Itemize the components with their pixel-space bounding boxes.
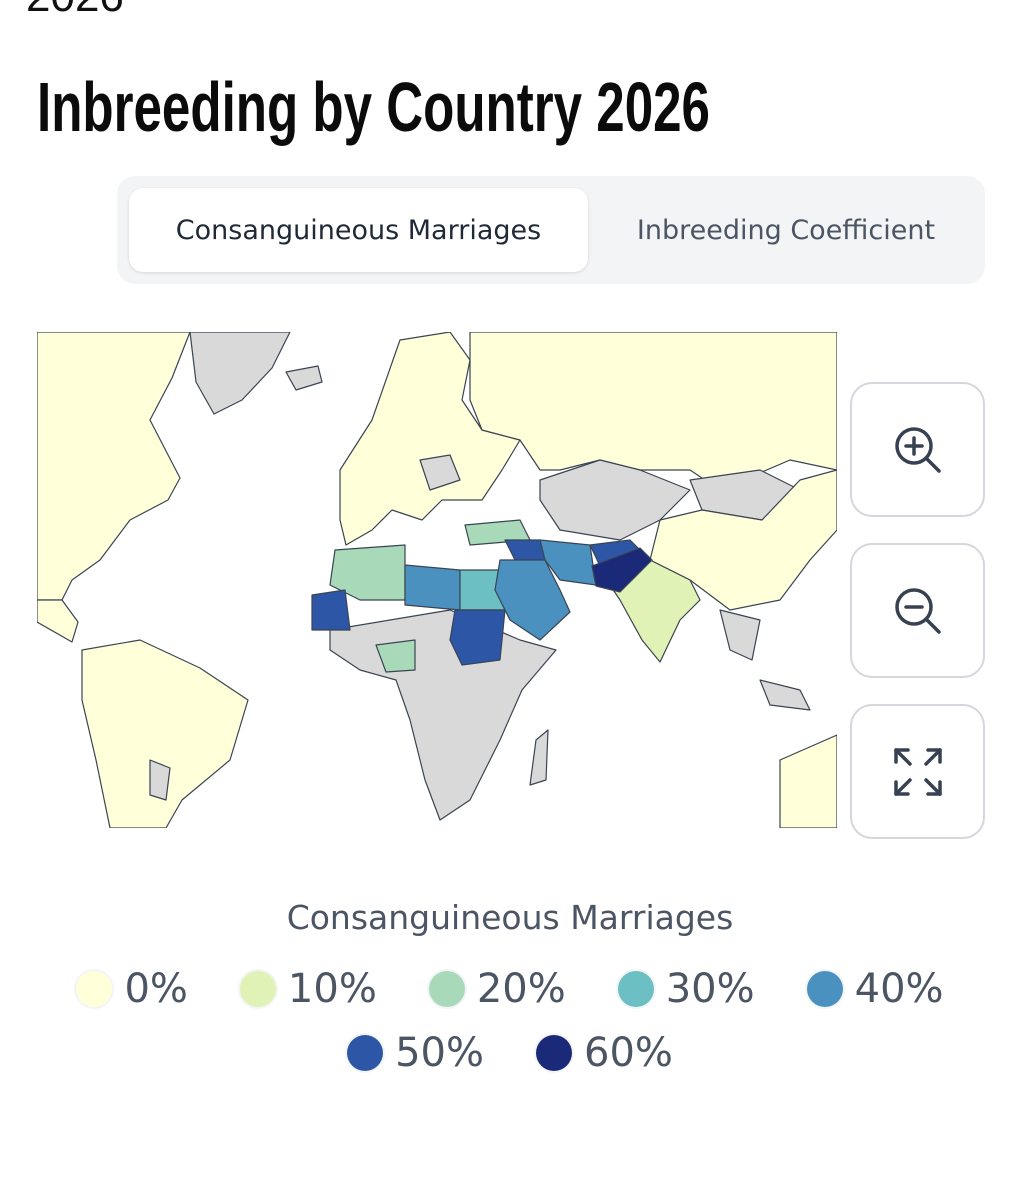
legend-swatch xyxy=(428,971,465,1007)
legend-label: 50% xyxy=(395,1030,484,1076)
legend-item: 50% xyxy=(347,1030,484,1076)
country xyxy=(339,332,521,546)
tab[interactable]: Inbreeding Coefficient xyxy=(636,214,936,246)
country xyxy=(285,365,323,391)
country xyxy=(404,564,461,611)
country xyxy=(311,589,351,631)
fullscreen-icon xyxy=(893,747,942,796)
legend-item: 10% xyxy=(239,966,377,1012)
country xyxy=(329,544,406,601)
country xyxy=(149,759,171,801)
country xyxy=(539,539,597,586)
country xyxy=(37,599,79,643)
legend-label: 60% xyxy=(584,1030,673,1076)
country xyxy=(719,609,761,661)
legend-item: 40% xyxy=(806,966,944,1012)
country xyxy=(189,332,291,415)
country xyxy=(591,547,653,593)
country xyxy=(375,639,416,673)
legend-item: 60% xyxy=(536,1030,673,1076)
legend-swatch xyxy=(806,971,843,1007)
legend-label: 40% xyxy=(854,966,944,1012)
country xyxy=(529,729,549,786)
legend-item: 20% xyxy=(428,966,566,1012)
country xyxy=(419,454,461,491)
country xyxy=(779,734,837,828)
legend-swatch xyxy=(617,971,654,1007)
legend: 0% 10% 20% 30% 40% 50% 60% xyxy=(70,966,950,1076)
legend-label: 20% xyxy=(476,966,566,1012)
legend-item: 30% xyxy=(617,966,755,1012)
legend-swatch xyxy=(536,1035,572,1071)
zoom-in-button[interactable] xyxy=(850,382,985,517)
legend-swatch xyxy=(239,971,276,1007)
zoom-out-icon xyxy=(894,587,941,634)
legend-label: 30% xyxy=(665,966,755,1012)
countries xyxy=(37,332,837,828)
legend-label: 10% xyxy=(287,966,377,1012)
country xyxy=(759,679,811,711)
country xyxy=(494,559,571,641)
zoom-out-button[interactable] xyxy=(850,543,985,678)
tab-bar: Consanguineous Marriages Inbreeding Coef… xyxy=(117,176,985,284)
zoom-in-icon xyxy=(894,426,941,473)
country xyxy=(449,609,506,666)
country xyxy=(81,639,249,828)
legend-swatch xyxy=(347,1035,384,1071)
legend-item: 0% xyxy=(76,966,188,1012)
tab[interactable]: Consanguineous Marriages xyxy=(129,188,588,272)
legend-swatch xyxy=(76,971,113,1007)
legend-title: Consanguineous Marriages xyxy=(286,898,734,937)
world-map[interactable] xyxy=(37,332,837,828)
cut-heading: 2026 xyxy=(26,0,124,22)
page-title: Inbreeding by Country 2026 xyxy=(37,68,710,146)
legend-label: 0% xyxy=(124,966,188,1012)
fullscreen-button[interactable] xyxy=(850,704,985,839)
